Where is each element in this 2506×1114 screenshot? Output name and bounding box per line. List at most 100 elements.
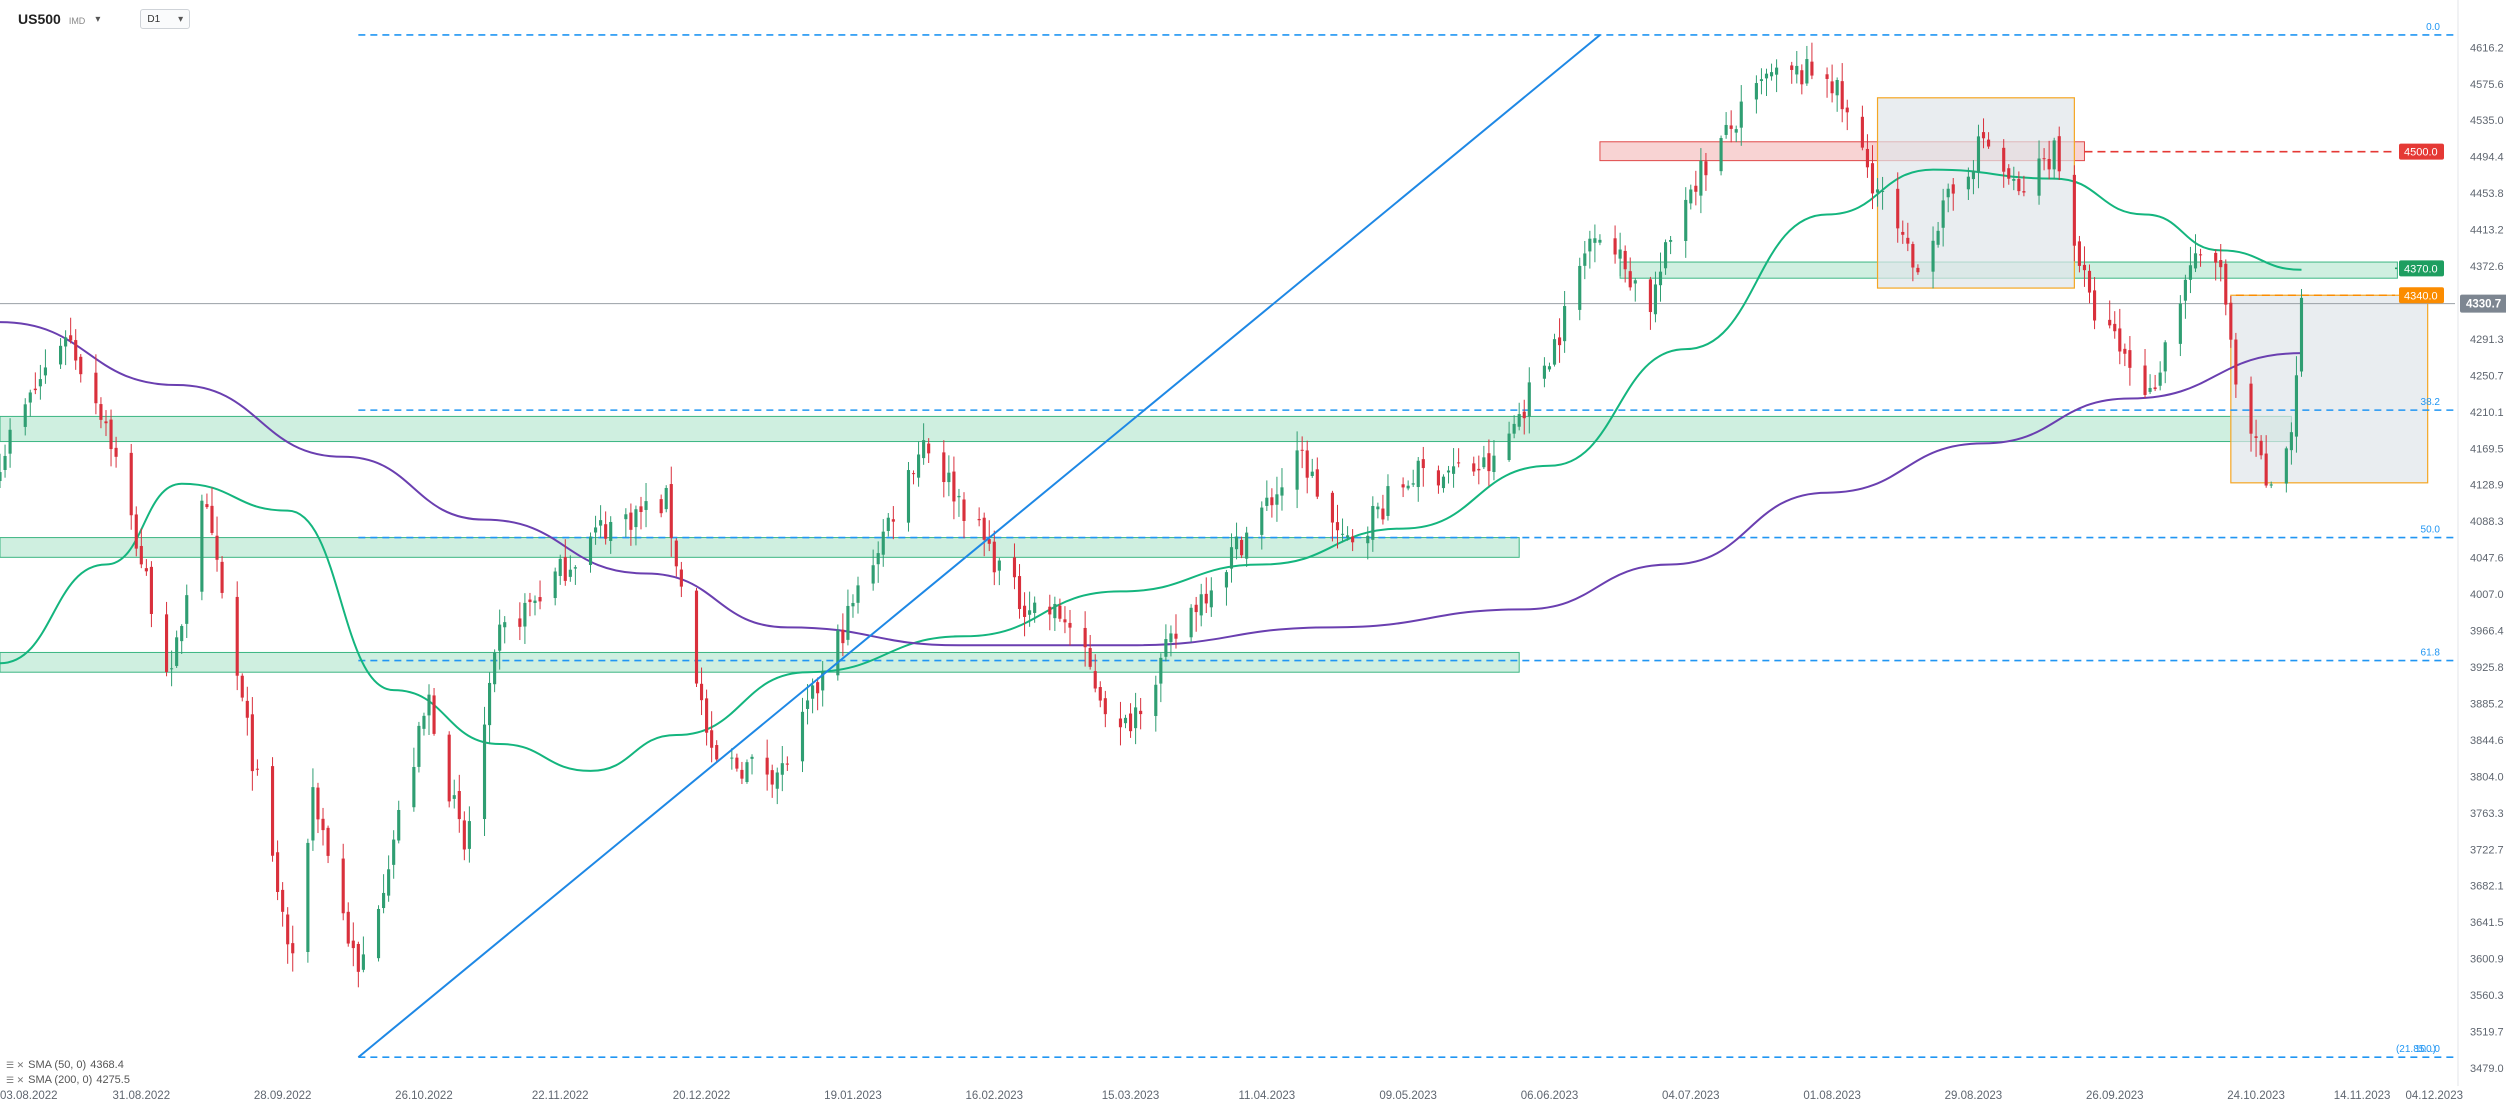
- candle-body[interactable]: [432, 695, 436, 734]
- candle-body[interactable]: [447, 734, 451, 802]
- candle-body[interactable]: [942, 452, 946, 483]
- candle-body[interactable]: [1194, 604, 1198, 613]
- candle-body[interactable]: [1583, 253, 1587, 266]
- candle-body[interactable]: [523, 602, 527, 627]
- candle-body[interactable]: [800, 711, 805, 762]
- candle-body[interactable]: [775, 772, 779, 789]
- candle-body[interactable]: [2299, 297, 2304, 372]
- candle-body[interactable]: [2118, 328, 2122, 352]
- sma-200-line[interactable]: [0, 321, 2302, 647]
- highlight-box[interactable]: [2230, 294, 2429, 484]
- candle-body[interactable]: [563, 557, 567, 581]
- candle-body[interactable]: [593, 527, 598, 533]
- candle-body[interactable]: [1981, 132, 1986, 139]
- candle-body[interactable]: [2052, 140, 2056, 170]
- candle-body[interactable]: [841, 629, 845, 644]
- candle-body[interactable]: [1139, 710, 1143, 715]
- candle-body[interactable]: [634, 509, 638, 528]
- candle-body[interactable]: [977, 518, 981, 521]
- candle-body[interactable]: [1845, 107, 1849, 113]
- candle-body[interactable]: [644, 501, 648, 510]
- candle-body[interactable]: [326, 827, 330, 856]
- candle-body[interactable]: [38, 379, 42, 387]
- candle-body[interactable]: [1875, 189, 1880, 193]
- candle-body[interactable]: [917, 454, 921, 478]
- candle-body[interactable]: [2163, 342, 2167, 372]
- candle-body[interactable]: [1376, 506, 1380, 510]
- candle-body[interactable]: [1482, 457, 1486, 468]
- candle-body[interactable]: [2178, 303, 2182, 344]
- candle-body[interactable]: [1189, 607, 1193, 638]
- candle-body[interactable]: [2249, 383, 2253, 434]
- candle-body[interactable]: [851, 602, 855, 607]
- candle-body[interactable]: [1053, 603, 1057, 619]
- candle-body[interactable]: [599, 520, 603, 526]
- candle-body[interactable]: [33, 388, 37, 391]
- candle-body[interactable]: [493, 652, 497, 685]
- candle-body[interactable]: [674, 540, 678, 567]
- candle-body[interactable]: [1199, 594, 1203, 616]
- candle-body[interactable]: [2017, 178, 2021, 192]
- candle-body[interactable]: [99, 404, 103, 420]
- candle-body[interactable]: [705, 698, 709, 733]
- candle-body[interactable]: [952, 471, 956, 502]
- candle-body[interactable]: [1093, 671, 1097, 689]
- candle-body[interactable]: [876, 553, 880, 565]
- candle-body[interactable]: [422, 715, 426, 729]
- candle-body[interactable]: [43, 367, 47, 376]
- candle-body[interactable]: [2183, 279, 2187, 301]
- candle-body[interactable]: [2077, 241, 2081, 266]
- settings-remove-icon[interactable]: ☰ ✕: [6, 1075, 25, 1085]
- candle-body[interactable]: [2294, 375, 2299, 437]
- candle-body[interactable]: [1457, 462, 1461, 464]
- candle-body[interactable]: [1224, 572, 1229, 588]
- candle-body[interactable]: [1588, 238, 1592, 252]
- candle-body[interactable]: [235, 596, 239, 676]
- candle-body[interactable]: [745, 762, 749, 783]
- candle-body[interactable]: [2012, 178, 2016, 181]
- candle-body[interactable]: [1901, 231, 1905, 235]
- candle-body[interactable]: [881, 531, 885, 555]
- candle-body[interactable]: [2229, 302, 2233, 340]
- candle-body[interactable]: [351, 940, 355, 949]
- candle-body[interactable]: [291, 943, 295, 954]
- candle-body[interactable]: [1840, 81, 1844, 110]
- candle-body[interactable]: [927, 443, 931, 454]
- candle-body[interactable]: [1976, 136, 1981, 173]
- candle-body[interactable]: [1305, 450, 1309, 478]
- candle-body[interactable]: [503, 622, 507, 628]
- candle-body[interactable]: [1669, 240, 1673, 242]
- candle-body[interactable]: [1033, 602, 1037, 613]
- candle-body[interactable]: [740, 769, 744, 779]
- support-zone[interactable]: [0, 415, 2292, 443]
- symbol-name[interactable]: US500: [18, 11, 61, 27]
- candle-body[interactable]: [1335, 522, 1340, 531]
- candle-body[interactable]: [286, 914, 290, 945]
- candle-body[interactable]: [1860, 116, 1864, 148]
- candle-body[interactable]: [1164, 639, 1168, 657]
- candle-body[interactable]: [911, 473, 916, 475]
- candle-body[interactable]: [785, 763, 789, 765]
- candle-body[interactable]: [2158, 372, 2162, 386]
- candle-body[interactable]: [735, 757, 739, 769]
- settings-remove-icon[interactable]: ☰ ✕: [6, 1060, 25, 1070]
- candle-body[interactable]: [558, 558, 562, 576]
- candle-body[interactable]: [1835, 79, 1839, 96]
- candle-body[interactable]: [2007, 168, 2011, 179]
- candle-body[interactable]: [518, 618, 522, 627]
- candle-body[interactable]: [2224, 263, 2228, 305]
- candle-body[interactable]: [276, 852, 280, 893]
- candle-body[interactable]: [2264, 453, 2268, 486]
- candle-body[interactable]: [1689, 189, 1693, 204]
- candle-body[interactable]: [1416, 460, 1420, 488]
- candle-body[interactable]: [1936, 230, 1940, 245]
- candle-body[interactable]: [2092, 290, 2097, 321]
- candle-body[interactable]: [412, 766, 416, 808]
- candle-body[interactable]: [1613, 238, 1617, 255]
- candle-body[interactable]: [1295, 450, 1299, 490]
- candle-body[interactable]: [467, 821, 471, 849]
- candle-body[interactable]: [2072, 174, 2076, 246]
- candle-body[interactable]: [210, 505, 214, 533]
- candle-body[interactable]: [891, 519, 895, 522]
- candle-body[interactable]: [1436, 470, 1440, 486]
